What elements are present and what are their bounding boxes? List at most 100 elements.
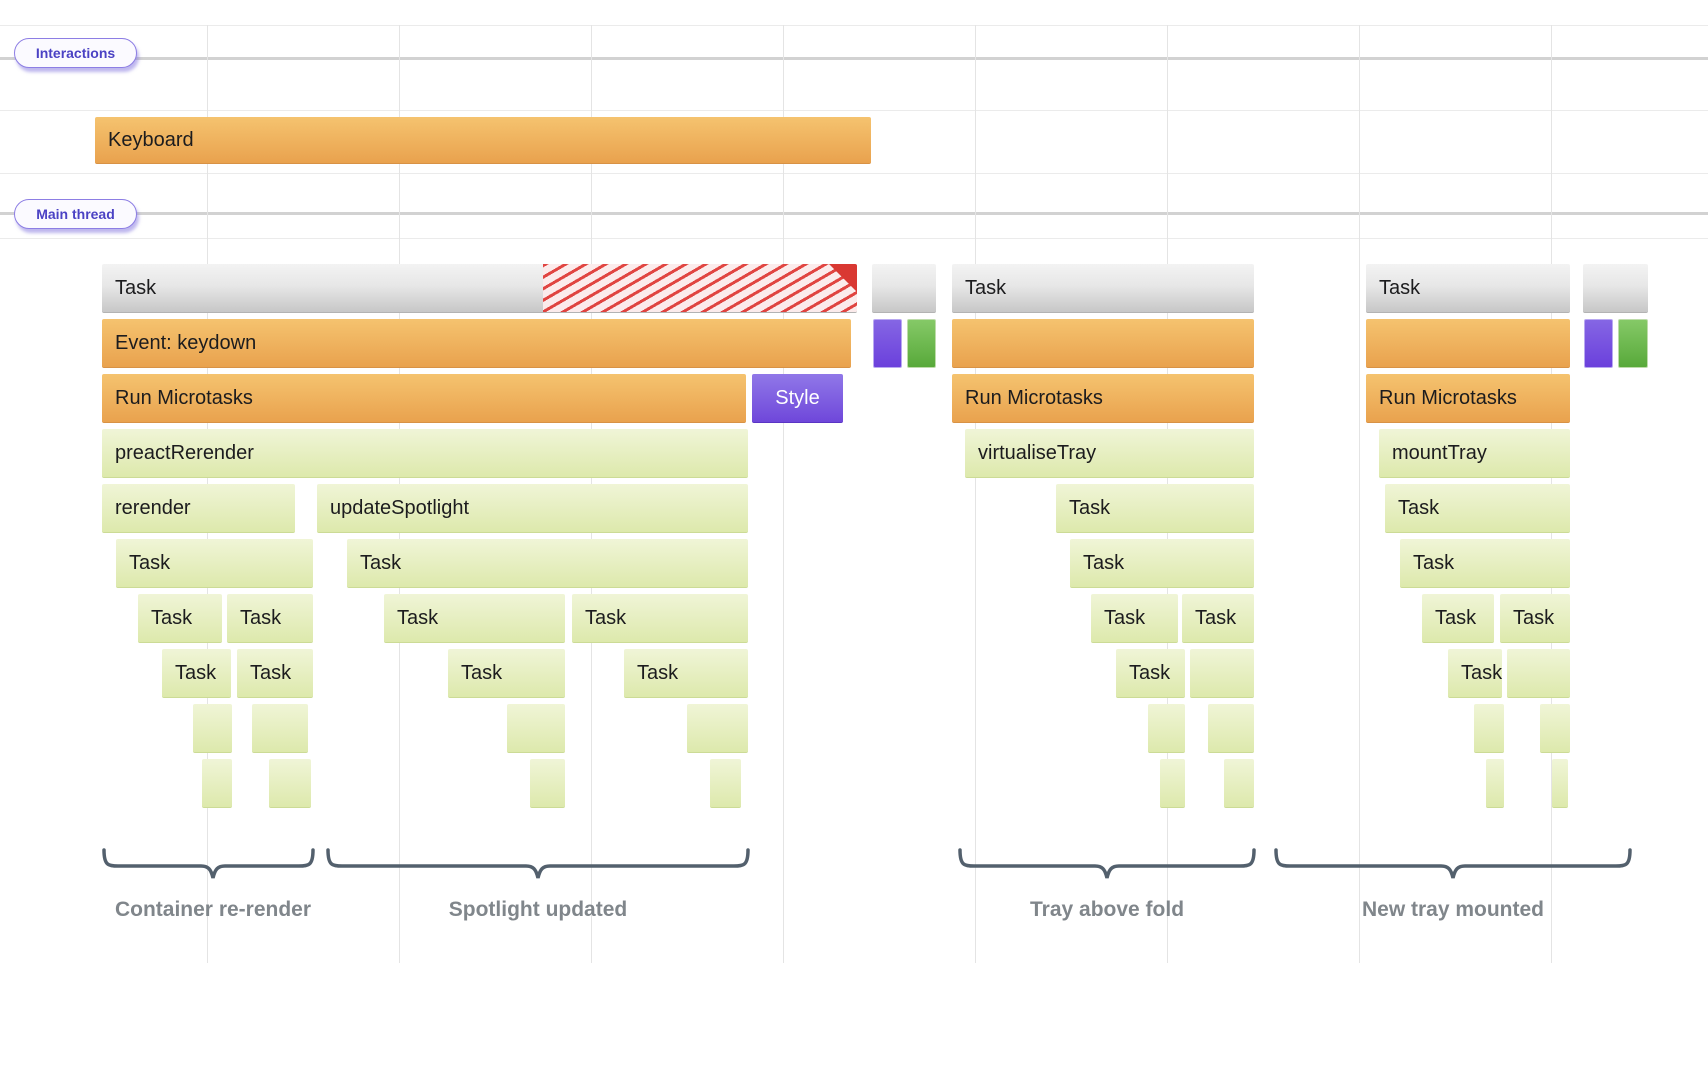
track-divider-line xyxy=(0,212,1708,215)
flame-bar-label: Task xyxy=(397,606,439,629)
flame-bar-script[interactable] xyxy=(193,704,232,753)
grid-line-horizontal xyxy=(0,173,1708,174)
flame-bar-task[interactable]: Task xyxy=(1116,649,1185,698)
flame-bar-label: Task xyxy=(1104,606,1146,629)
annotation-brace xyxy=(1274,848,1632,879)
flame-bar-task[interactable]: Task xyxy=(1366,264,1570,313)
flame-bar-task[interactable]: Task xyxy=(952,264,1254,313)
flame-bar-style[interactable]: Style xyxy=(752,374,843,423)
flame-bar-task[interactable]: Task xyxy=(162,649,231,698)
flame-bar-label: Task xyxy=(1195,606,1237,629)
grid-line-vertical xyxy=(1359,25,1360,963)
flame-bar-label: Task xyxy=(1398,496,1440,519)
flame-bar-orange[interactable] xyxy=(952,319,1254,368)
flame-bar-task[interactable]: Task xyxy=(237,649,313,698)
flame-bar-label: preactRerender xyxy=(115,441,254,464)
grid-line-horizontal xyxy=(0,238,1708,239)
flame-bar-script[interactable] xyxy=(269,759,311,808)
flame-bar-script[interactable] xyxy=(1148,704,1185,753)
flame-bar-label: Event: keydown xyxy=(115,331,257,354)
flame-bar-task[interactable]: Task xyxy=(1422,594,1494,643)
long-task-stripes xyxy=(543,264,857,312)
flame-bar-gblock[interactable] xyxy=(1618,319,1648,368)
flame-bar-label: rerender xyxy=(115,496,191,519)
flame-bar-label: Style xyxy=(775,386,820,409)
flame-bar-label: Task xyxy=(1379,276,1421,299)
flame-bar-label: virtualiseTray xyxy=(978,441,1097,464)
flame-bar-pblock[interactable] xyxy=(1584,319,1613,368)
flame-bar-script[interactable] xyxy=(1507,649,1570,698)
flame-bar-task[interactable]: Task xyxy=(347,539,748,588)
flame-bar-label: Task xyxy=(1083,551,1125,574)
flame-bar-task[interactable]: Task xyxy=(1182,594,1254,643)
flame-bar-mounttray[interactable]: mountTray xyxy=(1379,429,1570,478)
flame-bar-gblock[interactable] xyxy=(907,319,936,368)
flame-bar-label: Task xyxy=(1069,496,1111,519)
interaction-bar-keyboard-label: Keyboard xyxy=(108,128,194,151)
flame-bar-label: Task xyxy=(1513,606,1555,629)
flame-bar-label: Task xyxy=(151,606,193,629)
flame-bar-script[interactable] xyxy=(507,704,565,753)
flame-bar-script[interactable] xyxy=(202,759,232,808)
annotation-brace xyxy=(102,848,315,879)
flame-bar-script[interactable] xyxy=(1160,759,1185,808)
flame-bar-script[interactable] xyxy=(1474,704,1504,753)
flame-bar-event-keydown[interactable]: Event: keydown xyxy=(102,319,851,368)
flame-bar-label: Task xyxy=(1413,551,1455,574)
flame-bar-task[interactable]: Task xyxy=(138,594,222,643)
flame-bar-label: Task xyxy=(175,661,217,684)
flame-bar-script[interactable] xyxy=(1190,649,1254,698)
annotation-label-new-tray-mounted: New tray mounted xyxy=(1361,898,1545,921)
flame-bar-label: Task xyxy=(240,606,282,629)
flame-bar-script[interactable] xyxy=(1224,759,1254,808)
flame-bar-virtualisetray[interactable]: virtualiseTray xyxy=(965,429,1254,478)
flame-bar-script[interactable] xyxy=(710,759,741,808)
flame-bar-pblock[interactable] xyxy=(873,319,902,368)
flame-bar-label: Task xyxy=(360,551,402,574)
flame-bar-task[interactable]: Task xyxy=(448,649,565,698)
flame-bar-task[interactable]: Task xyxy=(624,649,748,698)
flame-bar-script[interactable] xyxy=(1208,704,1254,753)
track-label-main-thread[interactable]: Main thread xyxy=(14,199,137,229)
flame-bar-label: Run Microtasks xyxy=(115,386,253,409)
flame-bar-task[interactable]: Task xyxy=(1385,484,1570,533)
flame-bar-script[interactable] xyxy=(530,759,565,808)
grid-line-vertical xyxy=(975,25,976,963)
flame-bar-task[interactable]: Task xyxy=(1500,594,1570,643)
flame-bar-run-microtasks[interactable]: Run Microtasks xyxy=(102,374,746,423)
track-label-interactions[interactable]: Interactions xyxy=(14,38,137,68)
flame-bar-task[interactable]: Task xyxy=(384,594,565,643)
flame-bar-script[interactable] xyxy=(1540,704,1570,753)
flame-bar-task[interactable]: Task xyxy=(1091,594,1178,643)
flame-bar-task[interactable]: Task xyxy=(102,264,857,313)
interaction-bar-keyboard[interactable]: Keyboard xyxy=(95,117,871,164)
flame-bar-script[interactable] xyxy=(252,704,308,753)
long-task-corner-triangle-icon xyxy=(829,264,857,292)
flame-bar-updatespotlight[interactable]: updateSpotlight xyxy=(317,484,748,533)
flame-bar-task[interactable]: Task xyxy=(1056,484,1254,533)
flame-bar-gray[interactable] xyxy=(1583,264,1648,313)
annotation-label-container-re-render: Container re-render xyxy=(114,898,312,921)
flame-bar-label: Task xyxy=(1461,661,1502,684)
flame-bar-preactrerender[interactable]: preactRerender xyxy=(102,429,748,478)
flame-bar-rerender[interactable]: rerender xyxy=(102,484,295,533)
flame-bar-run-microtasks[interactable]: Run Microtasks xyxy=(952,374,1254,423)
flame-bar-task[interactable]: Task xyxy=(572,594,748,643)
flame-bar-task[interactable]: Task xyxy=(116,539,313,588)
flame-bar-run-microtasks[interactable]: Run Microtasks xyxy=(1366,374,1570,423)
flame-bar-label: Task xyxy=(115,276,157,299)
flame-bar-task[interactable]: Task xyxy=(1400,539,1570,588)
flame-bar-script[interactable] xyxy=(1552,759,1568,808)
flame-bar-label: Task xyxy=(585,606,627,629)
flame-bar-gray[interactable] xyxy=(872,264,936,313)
flame-bar-task[interactable]: Task xyxy=(227,594,313,643)
flame-bar-task[interactable]: Task xyxy=(1448,649,1502,698)
flame-bar-script[interactable] xyxy=(1486,759,1504,808)
flame-bar-label: Task xyxy=(965,276,1007,299)
flame-bar-label: Run Microtasks xyxy=(965,386,1103,409)
flame-bar-orange[interactable] xyxy=(1366,319,1570,368)
flame-bar-label: mountTray xyxy=(1392,441,1487,464)
flame-bar-task[interactable]: Task xyxy=(1070,539,1254,588)
flame-bar-script[interactable] xyxy=(687,704,748,753)
